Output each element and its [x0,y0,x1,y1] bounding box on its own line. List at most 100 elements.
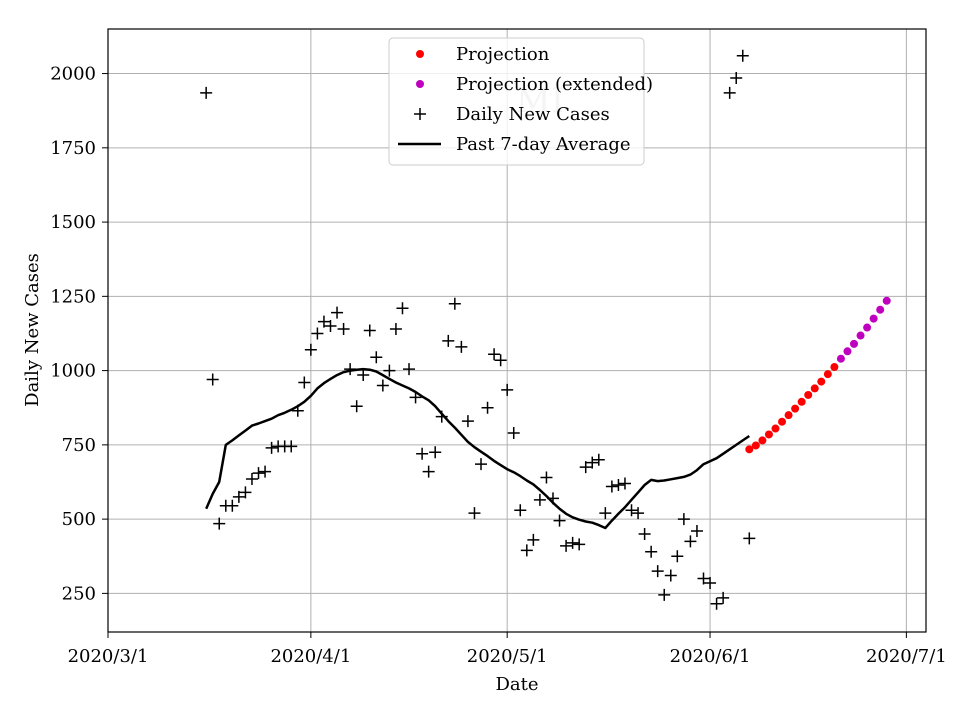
y-axis-label: Daily New Cases [22,253,43,407]
daily-case-point [252,467,265,480]
y-tick-label: 2000 [50,64,96,85]
legend-box [388,37,645,166]
daily-case-point [618,477,631,490]
y-tick-label: 1750 [50,138,96,159]
legend-label: Daily New Cases [456,104,610,125]
daily-case-point [468,507,481,520]
projection-point [791,404,800,413]
daily-case-point [533,493,546,506]
x-tick-label: 2020/4/1 [270,646,351,667]
projection-point [797,397,806,406]
projection-point [817,377,826,386]
daily-case-point [422,465,435,478]
daily-case-point [370,351,383,364]
daily-case-point [514,504,527,517]
daily-case-point [337,323,350,336]
daily-case-point [455,340,468,353]
daily-case-point [605,480,618,493]
daily-case-point [416,447,429,460]
daily-case-point [357,369,370,382]
x-tick-label: 2020/3/1 [68,646,149,667]
daily-case-point [579,461,592,474]
daily-case-point [507,426,520,439]
projection-point [830,363,839,372]
projection-extended-point [882,296,891,305]
projection-point [823,370,832,379]
daily-case-point [690,525,703,538]
daily-case-point [363,324,376,337]
daily-case-point [651,565,664,578]
daily-case-point [311,327,324,340]
daily-case-point [213,517,226,530]
x-axis: 2020/3/1 2020/4/1 2020/5/1 2020/6/1 2020/7/1 [68,632,947,667]
daily-case-point [324,320,337,333]
legend-marker-dot [416,50,424,58]
legend-marker-dot [416,80,424,88]
y-tick-label: 500 [62,509,96,530]
daily-case-point [501,383,514,396]
projection-point [745,445,754,454]
projection-point [764,430,773,439]
y-tick-label: 1000 [50,361,96,382]
daily-case-point [396,302,409,315]
daily-case-point [481,401,494,414]
x-tick-label: 2020/6/1 [670,646,751,667]
daily-case-point [592,453,605,466]
y-tick-label: 1250 [50,286,96,307]
daily-case-point [298,376,311,389]
daily-case-point [704,576,717,589]
projection-extended-point [876,305,885,314]
daily-case-point [429,446,442,459]
daily-case-point [586,456,599,469]
daily-case-point [206,373,219,386]
daily-case-point [232,490,245,503]
daily-case-point [403,363,416,376]
y-axis: 250 500 750 1000 1250 1500 1750 2000 [50,64,108,604]
daily-case-point [350,400,363,413]
daily-case-point [540,471,553,484]
daily-case-point [736,49,749,62]
daily-case-point [494,354,507,367]
daily-case-point [664,569,677,582]
series-layer [200,49,891,610]
average-line [205,367,751,530]
daily-case-point [632,507,645,520]
projection-extended-point [869,314,878,323]
daily-case-point [527,533,540,546]
daily-case-point [226,499,239,512]
projection-extended-point [863,323,872,332]
legend-label: Projection [456,44,550,65]
daily-case-point [520,544,533,557]
projection-point [778,417,787,426]
daily-case-point [723,86,736,99]
daily-case-point [389,323,402,336]
daily-case-point [442,334,455,347]
daily-case-point [331,306,344,319]
daily-case-point [383,364,396,377]
x-axis-label: Date [495,674,538,695]
projection-point [751,441,760,450]
projection-point [771,424,780,433]
daily-case-point [677,513,690,526]
projection-extended-point [836,354,845,363]
daily-case-point [285,440,298,453]
daily-case-point [475,458,488,471]
y-tick-label: 1500 [50,212,96,233]
daily-case-point [245,473,258,486]
daily-case-point [697,572,710,585]
daily-case-point [658,588,671,601]
legend: Projection Projection (extended) Daily New… [388,37,653,166]
projection-point [758,436,767,445]
legend-label: Past 7-day Average [456,134,631,155]
projection-point [810,384,819,393]
plot-frame [107,28,927,633]
daily-case-point [448,297,461,310]
daily-case-point [612,478,625,491]
daily-case-point [265,441,278,454]
daily-case-point [710,597,723,610]
daily-case-point [717,591,730,604]
daily-case-point [625,504,638,517]
daily-case-point [488,348,501,361]
daily-case-point [730,72,743,85]
